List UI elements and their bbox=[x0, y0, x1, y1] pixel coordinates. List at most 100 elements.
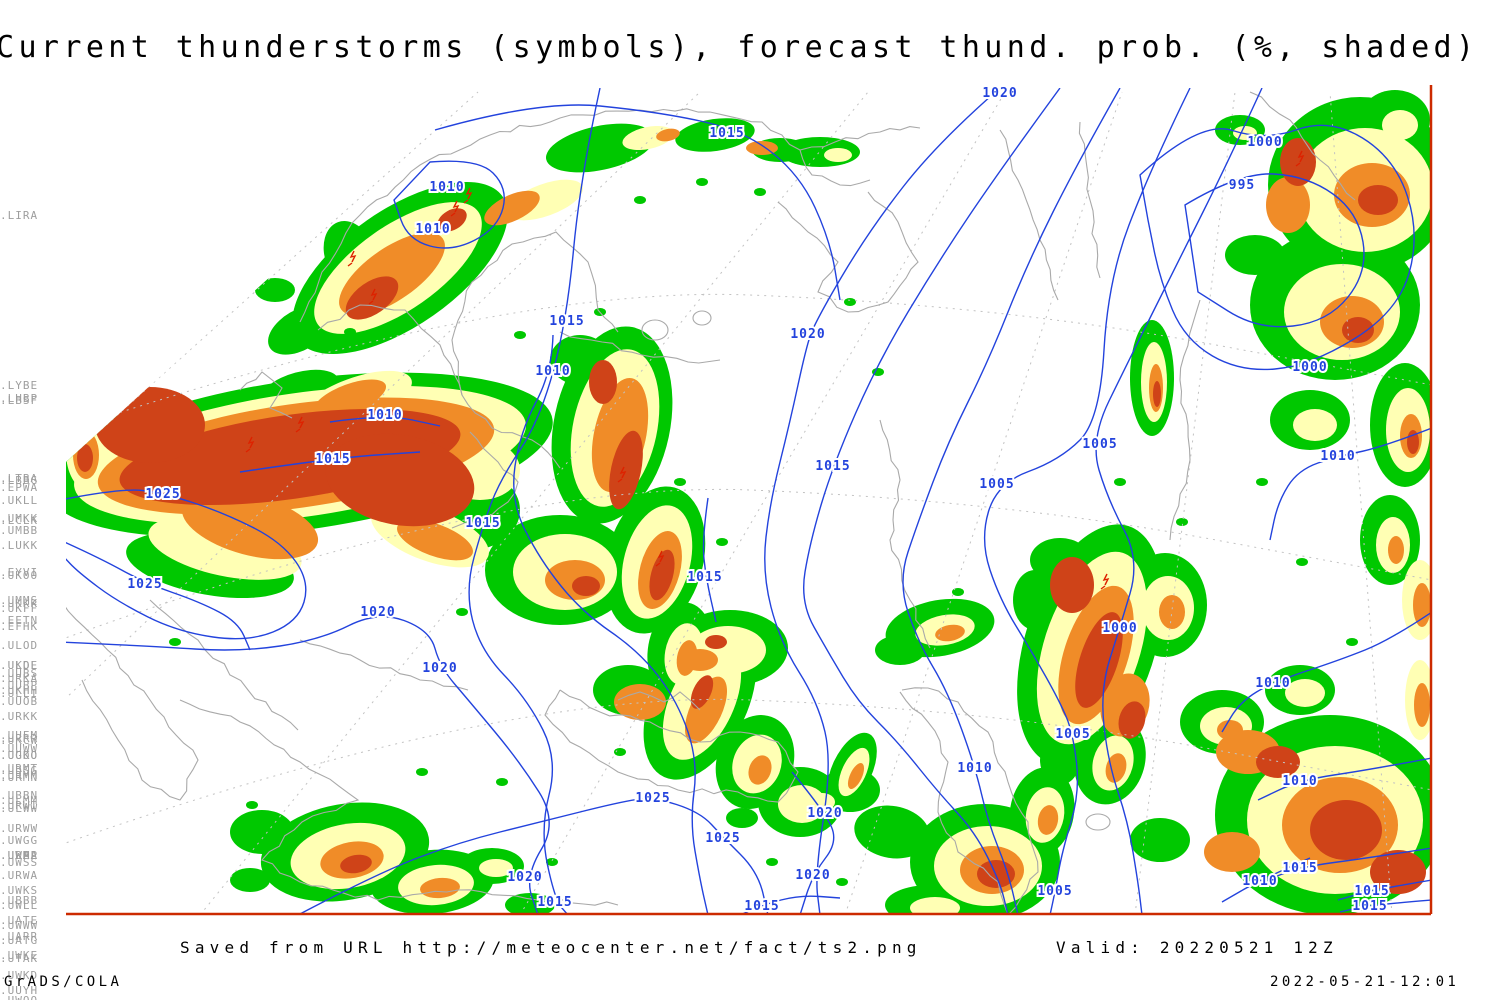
isobar-label: 1020 bbox=[360, 605, 395, 620]
coastline bbox=[559, 331, 721, 364]
thunderstorm-icon bbox=[368, 288, 378, 305]
shaded-region bbox=[572, 576, 600, 596]
shaded-speck bbox=[169, 638, 181, 646]
isobar-label: 1020 bbox=[795, 868, 830, 883]
station-label: .UWGG bbox=[0, 834, 38, 847]
page-title: Current thunderstorms (symbols), forecas… bbox=[0, 30, 1479, 65]
isobar-line bbox=[1184, 173, 1365, 328]
shaded-speck bbox=[1114, 478, 1126, 486]
coastline bbox=[901, 687, 1039, 914]
shaded-region bbox=[1204, 832, 1260, 872]
coastline bbox=[149, 599, 299, 731]
isobar-label: 1005 bbox=[1055, 727, 1090, 742]
isobar-label: 1010 bbox=[1282, 774, 1317, 789]
shaded-region bbox=[609, 430, 643, 510]
coastline bbox=[1249, 91, 1356, 201]
isobar-line bbox=[66, 489, 307, 640]
shaded-region bbox=[1310, 800, 1382, 860]
shaded-region bbox=[1280, 138, 1316, 186]
isobar-label: 1000 bbox=[1292, 360, 1327, 375]
thunderstorm-icon bbox=[450, 200, 460, 217]
isobar-line bbox=[1139, 124, 1415, 371]
shaded-region bbox=[1342, 317, 1374, 343]
station-label: .URMT bbox=[0, 762, 38, 775]
station-label: .ULWW bbox=[0, 802, 38, 815]
thunderstorm-icon bbox=[347, 250, 357, 267]
shaded-region bbox=[95, 387, 205, 463]
shaded-speck bbox=[696, 178, 708, 186]
storm-symbol-layer bbox=[245, 150, 1305, 590]
isobar-line bbox=[702, 497, 717, 623]
station-label: .UATG bbox=[0, 934, 38, 947]
shaded-speck bbox=[456, 608, 468, 616]
station-label: .URWA bbox=[0, 869, 38, 882]
shaded-region bbox=[690, 675, 714, 709]
isobar-label: 1005 bbox=[979, 477, 1014, 492]
isobar-label: 1010 bbox=[957, 761, 992, 776]
coastline bbox=[239, 371, 293, 419]
coastline bbox=[451, 231, 619, 396]
station-label: .URMM bbox=[0, 769, 38, 782]
isobar-label: 1020 bbox=[507, 870, 542, 885]
station-label: .UATE bbox=[0, 914, 38, 927]
shaded-region bbox=[778, 785, 826, 823]
shaded-speck bbox=[836, 878, 848, 886]
shaded-speck bbox=[274, 281, 286, 289]
station-label: .ULAA bbox=[0, 849, 38, 862]
shaded-speck bbox=[716, 538, 728, 546]
shaded-region bbox=[649, 549, 675, 601]
station-label: .UWPP bbox=[0, 849, 38, 862]
shaded-region bbox=[1256, 746, 1300, 778]
shaded-region bbox=[420, 877, 460, 899]
isobar-label: 1015 bbox=[1354, 884, 1389, 899]
isobar-line bbox=[1269, 427, 1431, 541]
station-label: .LIRA bbox=[0, 209, 38, 222]
coastline-layer bbox=[66, 91, 1356, 914]
map-clip-group bbox=[66, 88, 1431, 914]
station-label: .UKLL bbox=[0, 494, 38, 507]
shaded-speck bbox=[496, 778, 508, 786]
shaded-speck bbox=[872, 368, 884, 376]
isobar-label: 1015 bbox=[744, 899, 779, 914]
coastline bbox=[999, 129, 1059, 301]
shaded-region bbox=[614, 684, 666, 720]
shaded-region bbox=[1153, 381, 1161, 407]
shaded-region bbox=[1293, 409, 1337, 441]
isobar-label: 1010 bbox=[415, 222, 450, 237]
isobar-label: 1000 bbox=[1247, 135, 1282, 150]
coastline bbox=[179, 699, 619, 906]
station-label: .UMKK bbox=[0, 512, 38, 525]
isobar-label: 1015 bbox=[465, 516, 500, 531]
isobar-line bbox=[297, 798, 769, 914]
shaded-speck bbox=[1296, 558, 1308, 566]
shaded-region bbox=[397, 519, 473, 561]
isobar-label: 1010 bbox=[367, 408, 402, 423]
shaded-region bbox=[1285, 679, 1325, 707]
shaded-speck bbox=[1346, 638, 1358, 646]
isobar-label: 1010 bbox=[1255, 676, 1290, 691]
isobar-label-layer: 1015 1010 1010 1015 1010 1020 1020 1015 1005 1005… bbox=[125, 84, 1390, 916]
shaded-speck bbox=[546, 858, 558, 866]
coastline bbox=[799, 149, 871, 187]
station-label: .EYVI bbox=[0, 566, 38, 579]
station-label: .URKA bbox=[0, 672, 38, 685]
isobar-layer bbox=[66, 88, 1431, 914]
station-label: .UWOO bbox=[0, 994, 38, 1000]
shaded-region bbox=[1382, 110, 1418, 140]
shaded-speck bbox=[754, 188, 766, 196]
station-label: .UUEM bbox=[0, 729, 38, 742]
isobar-label: 1015 bbox=[1282, 861, 1317, 876]
station-label: .ULOD bbox=[0, 639, 38, 652]
coastline bbox=[879, 419, 931, 649]
isobar-line bbox=[393, 160, 505, 249]
station-label: .UUBS bbox=[0, 667, 38, 680]
station-label: .LBSF bbox=[0, 394, 38, 407]
station-label: .UKDE bbox=[0, 659, 38, 672]
thunderstorm-icon bbox=[617, 466, 627, 483]
isobar-line bbox=[1261, 847, 1431, 883]
shaded-region bbox=[325, 433, 475, 527]
shaded-region bbox=[313, 379, 387, 417]
shaded-region bbox=[809, 793, 835, 811]
shaded-region bbox=[1159, 595, 1185, 629]
coastline bbox=[299, 639, 469, 691]
